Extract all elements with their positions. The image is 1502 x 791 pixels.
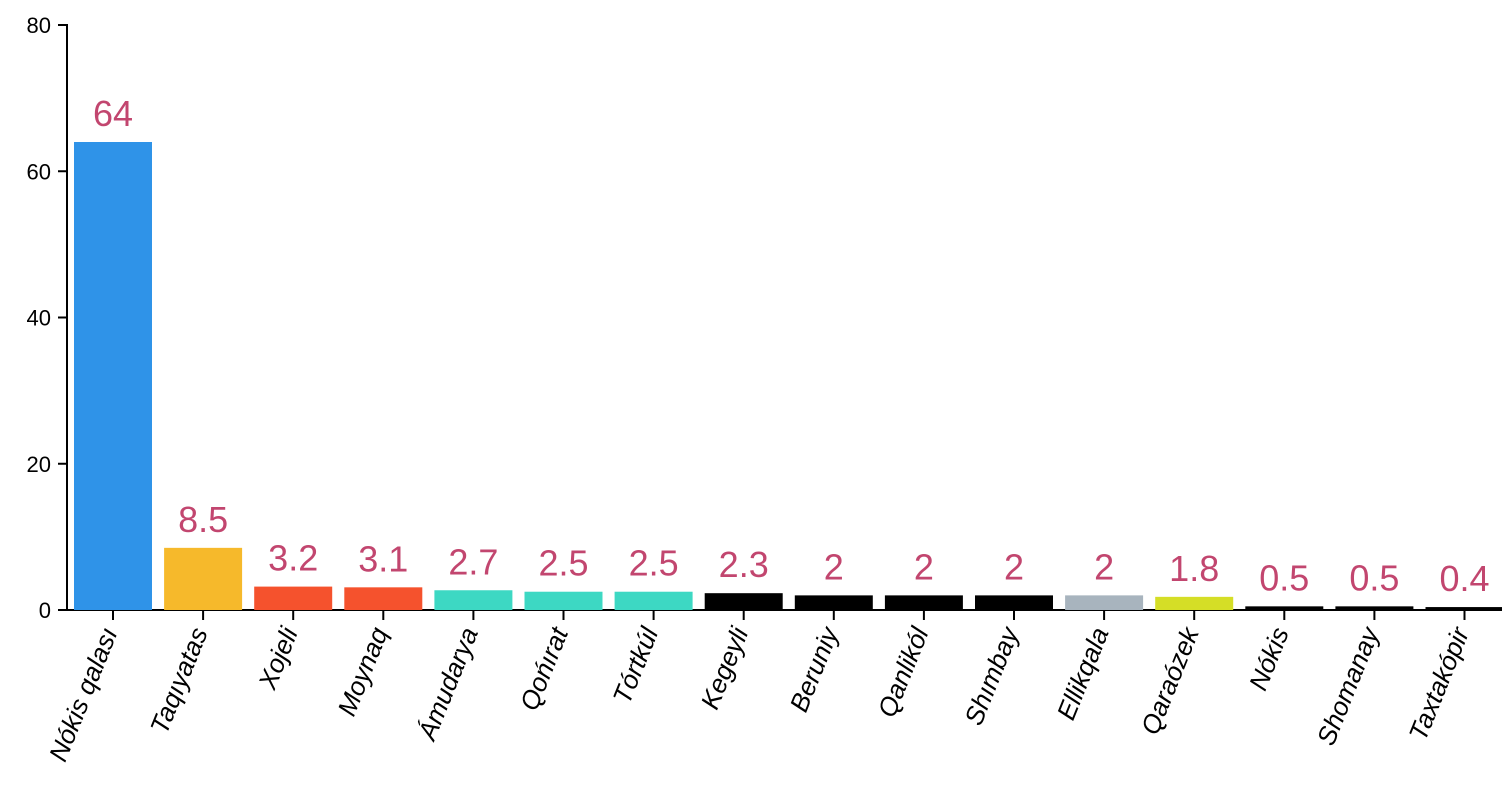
- x-tick-label: Nókis: [1243, 623, 1295, 695]
- bars: [74, 142, 1502, 610]
- bar: [1425, 607, 1502, 610]
- y-tick-label: 40: [27, 306, 51, 331]
- bar: [704, 593, 783, 610]
- x-tick-label: Beruniy: [784, 621, 846, 716]
- bar: [614, 591, 693, 610]
- data-label: 2: [914, 546, 934, 587]
- y-tick-label: 20: [27, 452, 51, 477]
- bar: [975, 595, 1053, 610]
- y-tick-label: 0: [39, 598, 51, 623]
- x-tick-label: Moynaq: [331, 623, 394, 721]
- data-label: 3.2: [268, 538, 318, 579]
- data-label: 2: [1094, 546, 1114, 587]
- x-tick-label: Qanlikól: [871, 622, 934, 721]
- x-tick-label: Qaraózek: [1135, 621, 1206, 739]
- bar: [254, 586, 333, 610]
- data-label: 2: [1004, 546, 1024, 587]
- x-tick-label: Tórtkúl: [607, 622, 665, 708]
- data-label: 1.8: [1169, 548, 1219, 589]
- bar: [74, 142, 152, 610]
- x-tick-label: Shımbay: [958, 621, 1025, 729]
- bar: [524, 591, 603, 610]
- y-tick-label: 60: [27, 159, 51, 184]
- data-label: 2.5: [538, 543, 588, 584]
- data-label: 2.3: [719, 544, 769, 585]
- x-tick-label: Qońırat: [514, 621, 575, 714]
- bar: [1065, 595, 1144, 610]
- bar: [1335, 606, 1414, 610]
- data-label: 2.7: [448, 541, 498, 582]
- data-label: 3.1: [358, 538, 408, 579]
- x-tick-label: Xojeli: [252, 622, 304, 694]
- bar: [434, 590, 513, 610]
- data-label: 8.5: [178, 499, 228, 540]
- value-labels: 64 8.5 3.2 3.1 2.7 2.5 2.5 2.3 2 2 2 2 1.8 0.5 0.5 0.4: [93, 93, 1490, 599]
- x-axis: [67, 609, 1502, 620]
- data-label: 0.4: [1439, 558, 1489, 599]
- data-label: 64: [93, 93, 133, 134]
- x-tick-label: Ellikqala: [1051, 623, 1115, 724]
- bar: [344, 587, 423, 610]
- bar: [884, 595, 963, 610]
- category-labels: Nókis qalası Taqıyatas Xojeli Moynaq Ámudary…: [43, 621, 1476, 765]
- bar: [164, 547, 243, 610]
- data-label: 0.5: [1259, 557, 1309, 598]
- y-axis: 0 20 40 60 80: [27, 13, 68, 623]
- x-tick-label: Nókis qalası: [43, 623, 124, 766]
- data-label: 2: [824, 546, 844, 587]
- x-tick-label: Shomanay: [1311, 621, 1386, 749]
- bar: [1245, 606, 1324, 610]
- bar: [794, 595, 873, 610]
- data-label: 2.5: [629, 543, 679, 584]
- y-tick-label: 80: [27, 13, 51, 38]
- x-tick-label: Ámudarya: [411, 623, 484, 746]
- x-tick-label: Kegeyli: [695, 622, 755, 713]
- x-tick-label: Taqıyatas: [144, 623, 214, 738]
- x-tick-label: Taxtakópir: [1403, 622, 1476, 745]
- bar: [1155, 596, 1234, 610]
- data-label: 0.5: [1349, 557, 1399, 598]
